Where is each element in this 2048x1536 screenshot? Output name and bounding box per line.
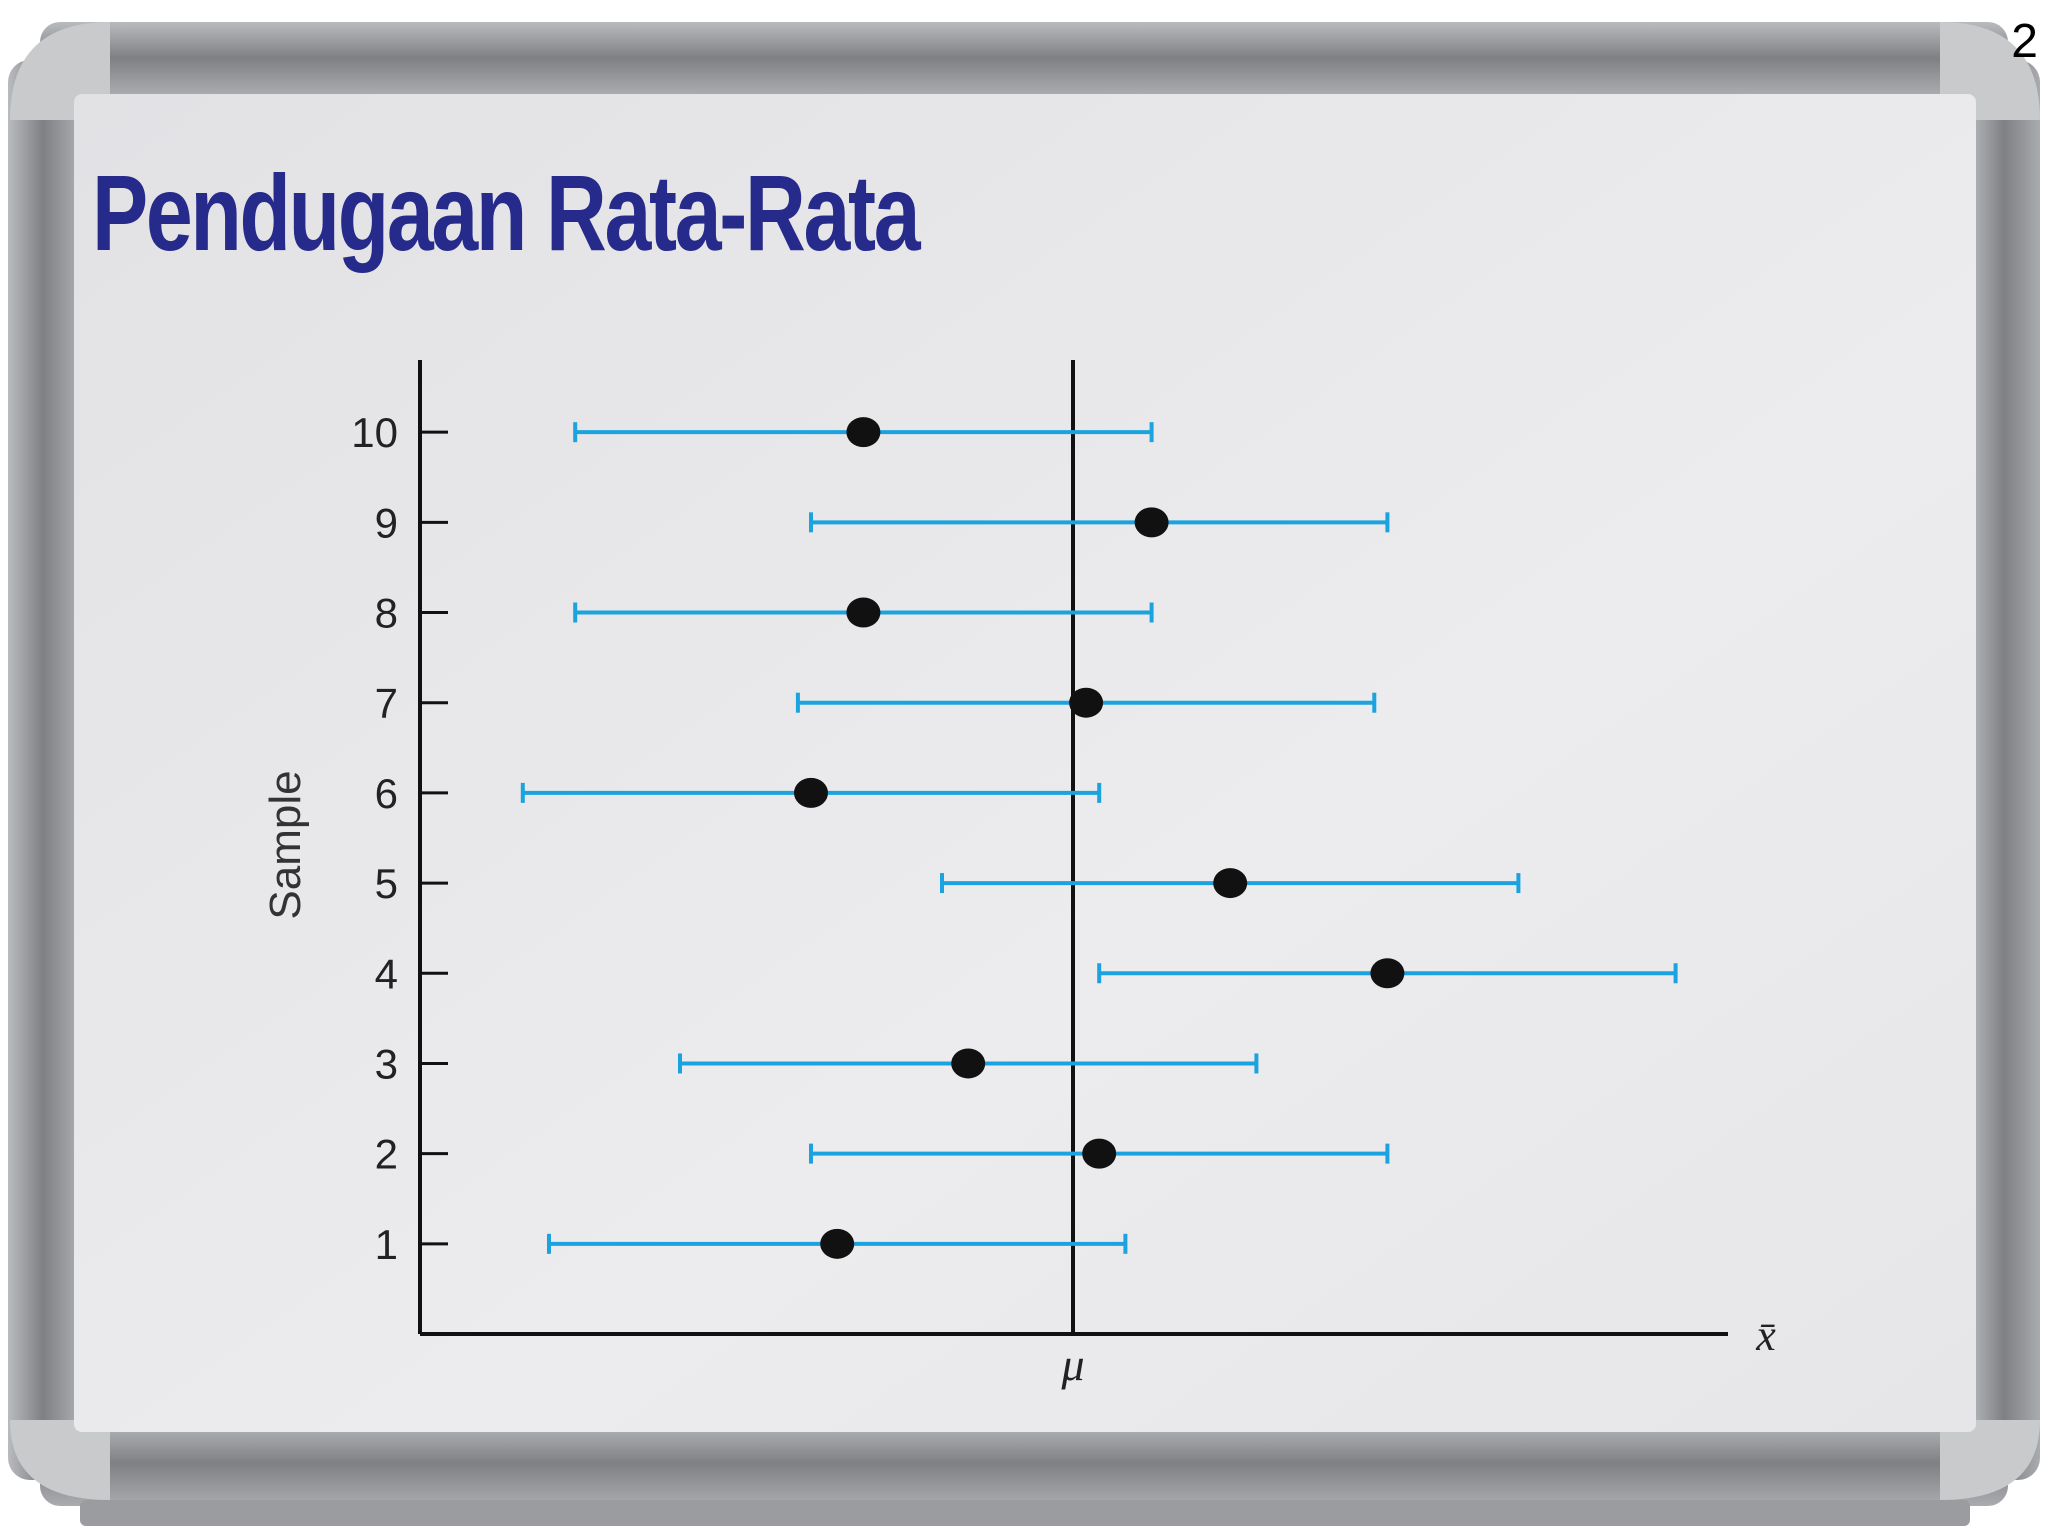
sample-mean-point-10 — [846, 417, 881, 448]
sample-mean-point-5 — [1213, 868, 1248, 899]
slide-title: Pendugaan Rata-Rata — [92, 152, 921, 273]
sample-mean-point-7 — [1069, 687, 1104, 718]
y-tick-label: 5 — [375, 860, 398, 907]
frame-left — [8, 60, 78, 1480]
sample-mean-point-1 — [820, 1228, 855, 1259]
sample-mean-point-2 — [1082, 1138, 1117, 1169]
y-tick-label: 9 — [375, 499, 398, 546]
mu-label: μ — [1060, 1339, 1084, 1390]
chart-axes — [418, 360, 1728, 1336]
frame-corner-bottom-left — [10, 1420, 110, 1500]
y-tick-label: 4 — [375, 950, 398, 997]
sample-mean-point-4 — [1370, 958, 1405, 989]
frame-right — [1968, 60, 2040, 1480]
y-tick-label: 6 — [375, 770, 398, 817]
sample-mean-point-8 — [846, 597, 881, 628]
y-tick-label: 8 — [375, 590, 398, 637]
frame-corner-bottom-right — [1940, 1420, 2040, 1500]
frame-bottom — [40, 1420, 2008, 1506]
marker-tray — [80, 1500, 1970, 1526]
sample-mean-point-9 — [1134, 507, 1169, 538]
sample-mean-point-6 — [794, 777, 828, 808]
board-surface — [74, 94, 1976, 1432]
y-tick-label: 3 — [375, 1040, 398, 1087]
sample-mean-point-3 — [951, 1048, 986, 1079]
interval-series — [520, 417, 1678, 1259]
chart-labels: 1 2 3 4 5 6 7 8 9 10 Sample x̄ μ — [261, 409, 1776, 1390]
page-number: 2 — [2011, 15, 2038, 68]
y-tick-label: 1 — [375, 1221, 398, 1268]
y-tick-label: 10 — [351, 409, 398, 456]
x-axis-label: x̄ — [1755, 1311, 1776, 1360]
y-tick-label: 2 — [375, 1131, 398, 1178]
y-tick-label: 7 — [375, 680, 398, 727]
frame-top — [40, 22, 2008, 94]
y-axis-label: Sample — [261, 770, 310, 919]
